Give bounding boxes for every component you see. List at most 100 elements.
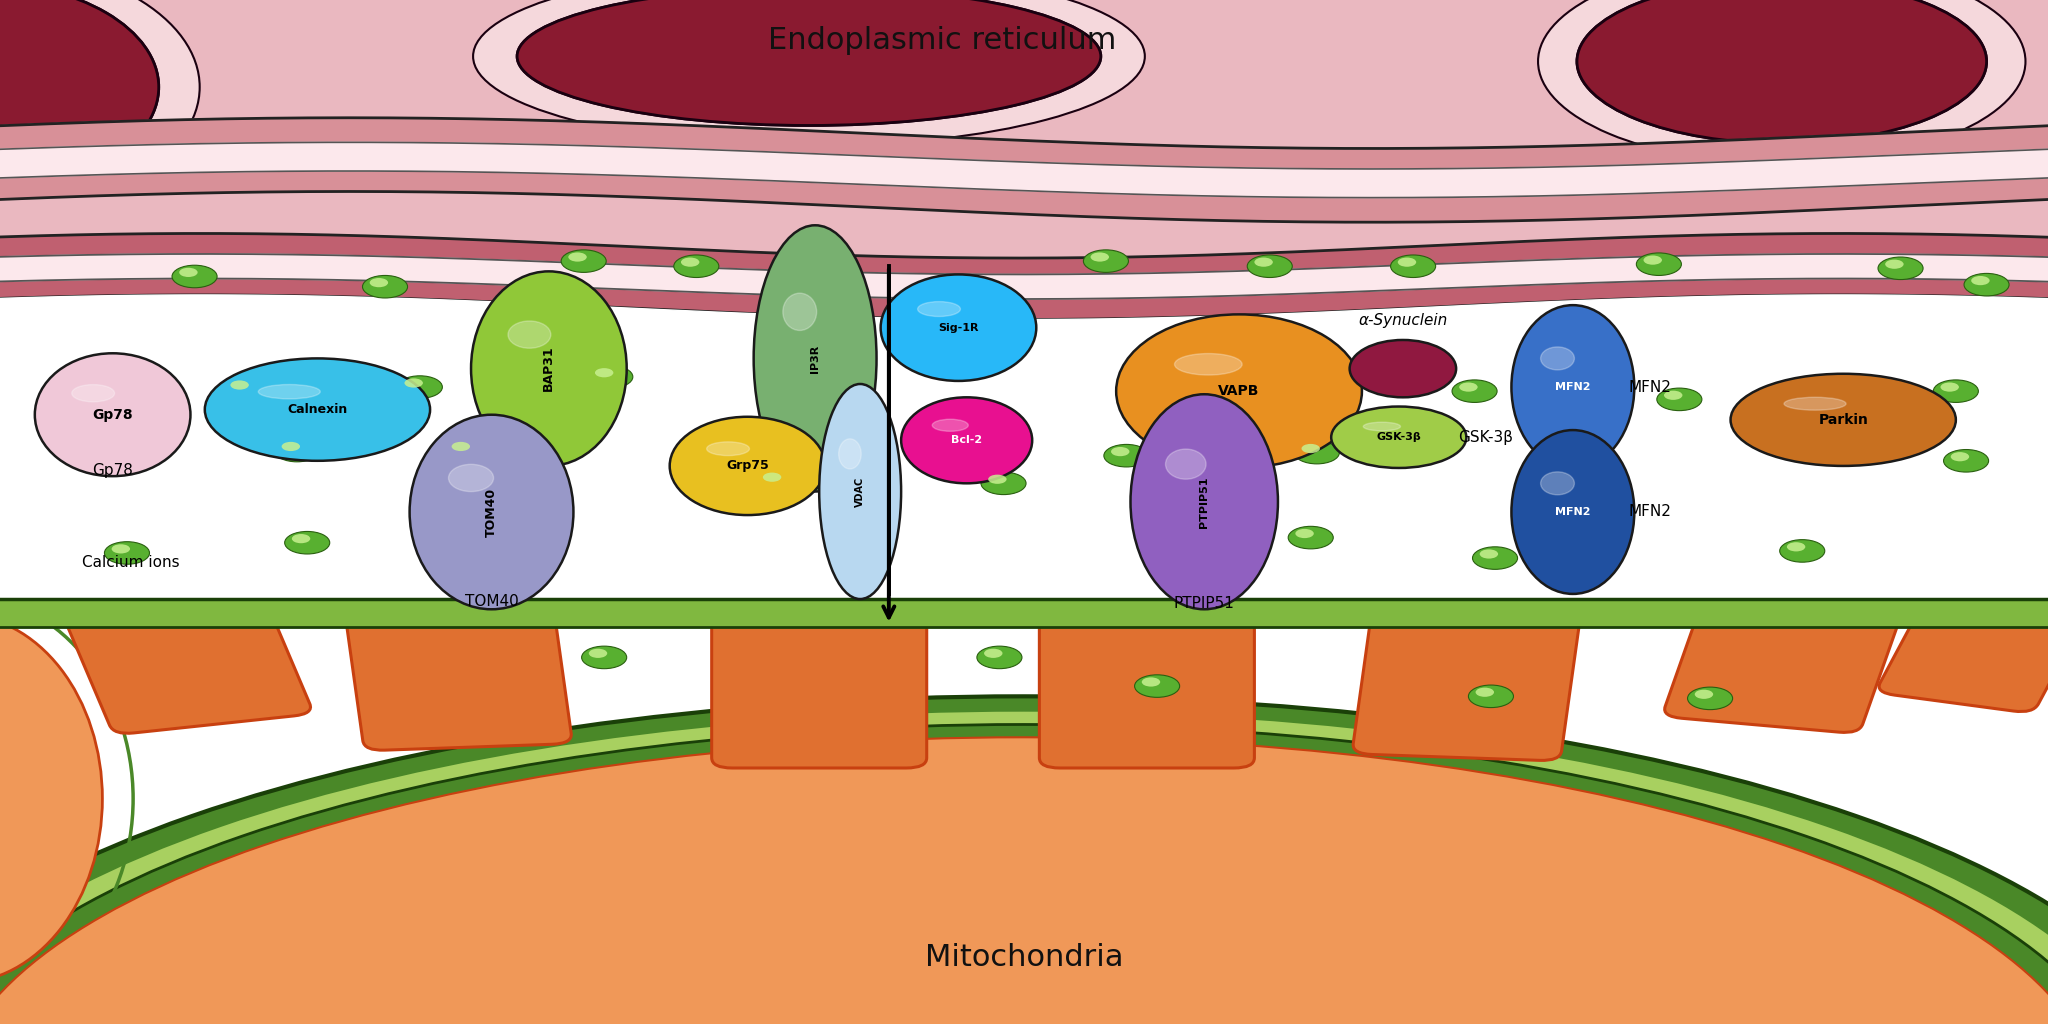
Text: Mitochondria: Mitochondria	[926, 943, 1122, 972]
Circle shape	[1468, 685, 1513, 708]
Text: MFN2: MFN2	[1554, 382, 1591, 392]
Ellipse shape	[1577, 0, 1987, 143]
Ellipse shape	[1784, 397, 1845, 411]
Circle shape	[1878, 257, 1923, 280]
Ellipse shape	[1538, 0, 2025, 164]
Circle shape	[981, 472, 1026, 495]
Text: PTPIP51: PTPIP51	[1200, 476, 1208, 527]
Ellipse shape	[35, 353, 190, 476]
Circle shape	[1288, 526, 1333, 549]
Ellipse shape	[1434, 555, 1481, 585]
Ellipse shape	[1577, 0, 1987, 143]
Circle shape	[680, 258, 700, 266]
Circle shape	[756, 470, 801, 493]
Ellipse shape	[932, 419, 969, 431]
Text: TOM40: TOM40	[465, 594, 518, 609]
Circle shape	[229, 381, 250, 390]
Circle shape	[987, 475, 1008, 483]
Circle shape	[1688, 687, 1733, 710]
Circle shape	[1397, 258, 1415, 266]
Ellipse shape	[471, 271, 627, 466]
Circle shape	[1135, 675, 1180, 697]
Ellipse shape	[1165, 450, 1206, 479]
Text: Calnexin: Calnexin	[287, 403, 348, 416]
Circle shape	[582, 646, 627, 669]
Circle shape	[762, 473, 782, 481]
Circle shape	[1933, 380, 1978, 402]
Circle shape	[1143, 678, 1159, 686]
Circle shape	[1696, 690, 1712, 698]
FancyBboxPatch shape	[1665, 481, 1939, 732]
Circle shape	[1964, 273, 2009, 296]
Ellipse shape	[395, 555, 442, 583]
Circle shape	[1391, 255, 1436, 278]
Ellipse shape	[205, 358, 430, 461]
Text: IP3R: IP3R	[811, 344, 819, 373]
FancyBboxPatch shape	[16, 480, 311, 733]
Text: TOM40: TOM40	[485, 487, 498, 537]
Ellipse shape	[410, 415, 573, 609]
Text: Gp78: Gp78	[92, 408, 133, 422]
Circle shape	[1247, 255, 1292, 278]
Circle shape	[1253, 258, 1272, 266]
Circle shape	[1663, 391, 1681, 399]
Circle shape	[1950, 453, 1968, 461]
Circle shape	[362, 275, 408, 298]
Circle shape	[590, 649, 606, 658]
Ellipse shape	[0, 0, 201, 214]
Circle shape	[274, 439, 319, 462]
Circle shape	[1657, 388, 1702, 411]
Ellipse shape	[0, 712, 2048, 1024]
Text: Endoplasmic reticulum: Endoplasmic reticulum	[768, 27, 1116, 55]
Ellipse shape	[473, 0, 1145, 146]
Circle shape	[1473, 547, 1518, 569]
Ellipse shape	[1993, 552, 2028, 573]
Circle shape	[403, 379, 422, 387]
Ellipse shape	[0, 0, 160, 193]
Circle shape	[180, 267, 197, 276]
Ellipse shape	[1774, 544, 1819, 570]
Circle shape	[561, 250, 606, 272]
Ellipse shape	[0, 737, 2048, 1024]
Circle shape	[1458, 383, 1477, 391]
Text: α-Synuclein: α-Synuclein	[1358, 312, 1448, 328]
Circle shape	[1110, 446, 1130, 457]
Circle shape	[1886, 260, 1905, 268]
Ellipse shape	[0, 0, 160, 193]
Circle shape	[104, 542, 150, 564]
Circle shape	[451, 442, 471, 451]
FancyBboxPatch shape	[1040, 486, 1253, 768]
Text: MFN2: MFN2	[1628, 505, 1671, 519]
Ellipse shape	[881, 274, 1036, 381]
Ellipse shape	[754, 225, 877, 492]
Circle shape	[1479, 549, 1497, 559]
Ellipse shape	[1364, 422, 1401, 431]
Ellipse shape	[449, 464, 494, 492]
Circle shape	[1475, 688, 1493, 696]
Ellipse shape	[0, 696, 2048, 1024]
Ellipse shape	[0, 614, 102, 983]
Circle shape	[291, 535, 311, 543]
Ellipse shape	[1130, 394, 1278, 609]
Ellipse shape	[901, 397, 1032, 483]
Ellipse shape	[518, 0, 1102, 126]
Circle shape	[1970, 276, 1989, 285]
Circle shape	[369, 279, 389, 287]
Ellipse shape	[782, 293, 817, 331]
Circle shape	[588, 366, 633, 388]
Ellipse shape	[1540, 472, 1575, 495]
Circle shape	[1296, 528, 1315, 539]
Circle shape	[1944, 450, 1989, 472]
Ellipse shape	[1731, 374, 1956, 466]
Ellipse shape	[1116, 314, 1362, 468]
Text: Gp78: Gp78	[92, 463, 133, 478]
Text: GSK-3β: GSK-3β	[1458, 430, 1513, 444]
Circle shape	[1452, 380, 1497, 402]
FancyBboxPatch shape	[713, 486, 926, 768]
Circle shape	[1294, 441, 1339, 464]
Ellipse shape	[918, 302, 961, 316]
Ellipse shape	[1511, 430, 1634, 594]
Text: MFN2: MFN2	[1554, 507, 1591, 517]
Text: MFN2: MFN2	[1628, 380, 1671, 394]
Ellipse shape	[1540, 347, 1575, 370]
